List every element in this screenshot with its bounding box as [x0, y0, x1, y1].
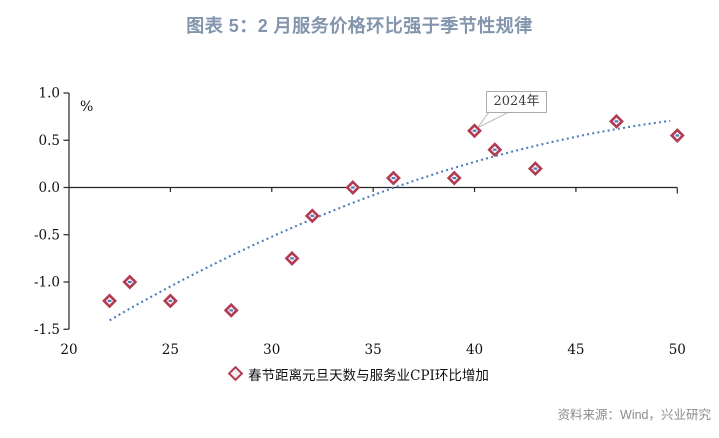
- data-points: [102, 113, 685, 318]
- svg-text:-1.5: -1.5: [34, 322, 60, 338]
- svg-text:45: 45: [567, 342, 584, 358]
- svg-text:30: 30: [263, 342, 280, 358]
- x-axis: 20 25 30 35 40 45 50: [60, 186, 686, 358]
- svg-text:50: 50: [669, 342, 686, 358]
- annotation-callout: 2024年: [486, 91, 547, 113]
- svg-text:35: 35: [365, 342, 382, 358]
- diamond-marker-icon: [227, 365, 244, 381]
- legend: 春节距离元旦天数与服务业CPI环比增加: [0, 364, 719, 384]
- chart-title: 图表 5：2 月服务价格环比强于季节性规律: [186, 16, 533, 36]
- svg-text:1.0: 1.0: [39, 86, 60, 102]
- svg-text:20: 20: [60, 342, 77, 358]
- svg-text:-1.0: -1.0: [34, 275, 60, 291]
- annotation-label: 2024年: [493, 94, 540, 109]
- legend-label: 春节距离元旦天数与服务业CPI环比增加: [248, 368, 489, 384]
- svg-text:40: 40: [466, 342, 483, 358]
- source-text: 资料来源：Wind，兴业研究: [557, 408, 711, 422]
- svg-text:-0.5: -0.5: [34, 227, 60, 243]
- y-unit-label: %: [80, 99, 93, 115]
- svg-text:0.5: 0.5: [39, 133, 60, 149]
- annotation-leader-lines: [477, 111, 510, 129]
- trend-line: [109, 119, 671, 322]
- svg-text:25: 25: [162, 342, 179, 358]
- svg-text:0.0: 0.0: [39, 180, 60, 196]
- y-axis: 1.0 0.5 0.0 -0.5 -1.0 -1.5: [34, 86, 70, 338]
